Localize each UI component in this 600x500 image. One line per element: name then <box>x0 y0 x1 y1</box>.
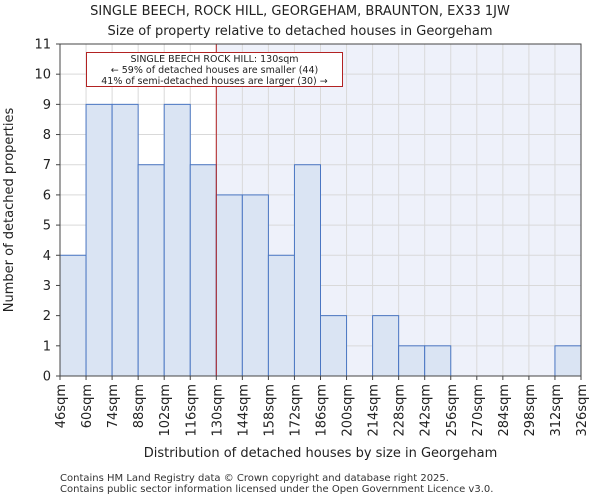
x-tick-label: 270sqm <box>471 384 486 437</box>
x-tick-label: 242sqm <box>419 384 434 437</box>
x-tick-label: 228sqm <box>393 384 408 437</box>
bar <box>85 103 113 377</box>
bar <box>398 345 426 377</box>
annotation-line-2: ← 59% of detached houses are smaller (44… <box>110 65 319 76</box>
bar <box>293 164 322 377</box>
x-tick-label: 158sqm <box>262 384 277 437</box>
x-tick-label: 102sqm <box>158 384 173 437</box>
x-tick-label: 200sqm <box>341 384 356 437</box>
annotation-line-3: 41% of semi-detached houses are larger (… <box>101 76 328 87</box>
x-tick-label: 256sqm <box>445 384 460 437</box>
footer-line-1: Contains HM Land Registry data © Crown c… <box>60 473 449 484</box>
bar <box>163 103 191 377</box>
x-tick-label: 186sqm <box>315 384 330 437</box>
y-tick-label: 7 <box>43 158 51 173</box>
x-tick-label: 60sqm <box>80 384 95 428</box>
chart-subtitle: Size of property relative to detached ho… <box>107 24 493 39</box>
y-tick-label: 11 <box>34 38 51 53</box>
y-tick-label: 8 <box>43 128 51 143</box>
x-tick-label: 144sqm <box>236 384 251 437</box>
footer: Contains HM Land Registry data © Crown c… <box>60 473 493 495</box>
bar <box>554 345 582 377</box>
y-tick-label: 1 <box>43 339 51 354</box>
x-tick-label: 130sqm <box>210 384 225 437</box>
footer-line-2: Contains public sector information licen… <box>60 484 494 495</box>
y-tick-label: 2 <box>43 309 51 324</box>
x-tick-label: 46sqm <box>54 384 69 428</box>
y-tick-label: 0 <box>43 370 51 385</box>
bar <box>111 103 139 377</box>
x-tick-label: 172sqm <box>288 384 303 437</box>
x-tick-label: 284sqm <box>497 384 512 437</box>
y-axis-label: Number of detached properties <box>2 108 17 313</box>
x-axis-label: Distribution of detached houses by size … <box>144 446 498 461</box>
chart-title-block: SINGLE BEECH, ROCK HILL, GEORGEHAM, BRAU… <box>0 2 600 42</box>
x-tick-label: 88sqm <box>132 384 147 428</box>
x-tick-label: 214sqm <box>367 384 382 437</box>
x-tick-label: 116sqm <box>184 384 199 437</box>
bar <box>320 315 348 377</box>
x-tick-label: 74sqm <box>106 384 121 428</box>
chart-plot: 0 1 2 3 4 5 6 7 8 9 10 11 46sqm 60sqm 74sqm 88sqm 102sqm… <box>2 38 590 462</box>
bar <box>137 164 165 377</box>
x-tick-label: 312sqm <box>549 384 564 437</box>
bar <box>189 164 217 377</box>
y-tick-label: 3 <box>43 279 51 294</box>
x-tick-label: 298sqm <box>523 384 538 437</box>
bar <box>59 254 87 377</box>
x-tick-label: 326sqm <box>575 384 590 437</box>
y-tick-label: 9 <box>43 98 51 113</box>
bar <box>424 345 452 377</box>
y-tick-label: 4 <box>43 249 51 264</box>
bar <box>267 254 295 377</box>
annotation-box: SINGLE BEECH ROCK HILL: 130sqm ← 59% of … <box>86 52 343 87</box>
bar <box>241 194 269 377</box>
y-tick-label: 5 <box>43 219 51 234</box>
bar <box>372 315 400 377</box>
y-tick-label: 6 <box>43 188 51 203</box>
bar <box>215 194 243 377</box>
chart-title: SINGLE BEECH, ROCK HILL, GEORGEHAM, BRAU… <box>90 4 510 19</box>
annotation-line-1: SINGLE BEECH ROCK HILL: 130sqm <box>130 54 299 65</box>
y-tick-label: 10 <box>34 68 51 83</box>
